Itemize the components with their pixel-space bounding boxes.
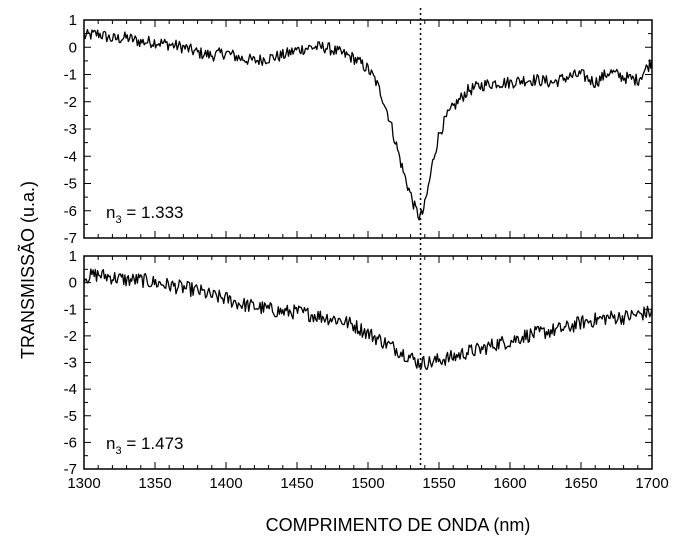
spectrum-line [83,28,653,221]
y-tick-label: 1 [69,248,77,265]
y-tick-label: -1 [64,67,77,84]
y-tick-label: 0 [69,275,77,292]
annotation-n: n [106,434,115,453]
y-tick-label: -6 [64,203,77,220]
y-tick-label: -4 [64,148,77,165]
panel-annotation: n3 = 1.473 [106,434,184,457]
y-tick-label: -2 [64,94,77,111]
y-tick-label: -5 [64,176,77,193]
y-tick-label: -7 [64,230,77,247]
y-tick-label: -4 [64,381,77,398]
panel-top: 1 0 -1 -2 -3 -4 -5 -6 -7 n3 = 1.333 [64,12,653,247]
y-tick-label: -6 [64,434,77,451]
y-tick-label: -7 [64,461,77,478]
panel-bottom: 1 0 -1 -2 -3 -4 -5 -6 -7 n3 = 1.473 [64,248,653,478]
annotation-subscript: 3 [115,214,121,226]
annotation-subscript: 3 [115,445,121,457]
x-tick-label: 1400 [209,475,242,492]
y-tick-label: -3 [64,121,77,138]
y-axis-title: TRANSMISSÃO (u.a.) [17,181,38,359]
annotation-value: = 1.333 [122,203,184,222]
x-tick-label: 1450 [280,475,313,492]
y-tick-label: -2 [64,328,77,345]
spectrum-line [83,268,653,371]
y-tick-label: 0 [69,39,77,56]
x-tick-label: 1300 [67,475,100,492]
x-tick-label: 1650 [564,475,597,492]
y-tick-label: -5 [64,408,77,425]
y-tick-label: -3 [64,355,77,372]
x-tick-label: 1550 [422,475,455,492]
y-tick-label: -1 [64,301,77,318]
x-tick-label: 1500 [351,475,384,492]
y-tick-label: 1 [69,12,77,29]
annotation-value: = 1.473 [122,434,184,453]
x-axis-tick-labels: 1300 1350 1400 1450 1500 1550 1600 1650 1700 [67,475,668,492]
annotation-n: n [106,203,115,222]
x-tick-label: 1600 [493,475,526,492]
x-axis-title: COMPRIMENTO DE ONDA (nm) [266,515,531,535]
panel-annotation: n3 = 1.333 [106,203,184,226]
x-tick-label: 1350 [138,475,171,492]
x-tick-label: 1700 [635,475,668,492]
